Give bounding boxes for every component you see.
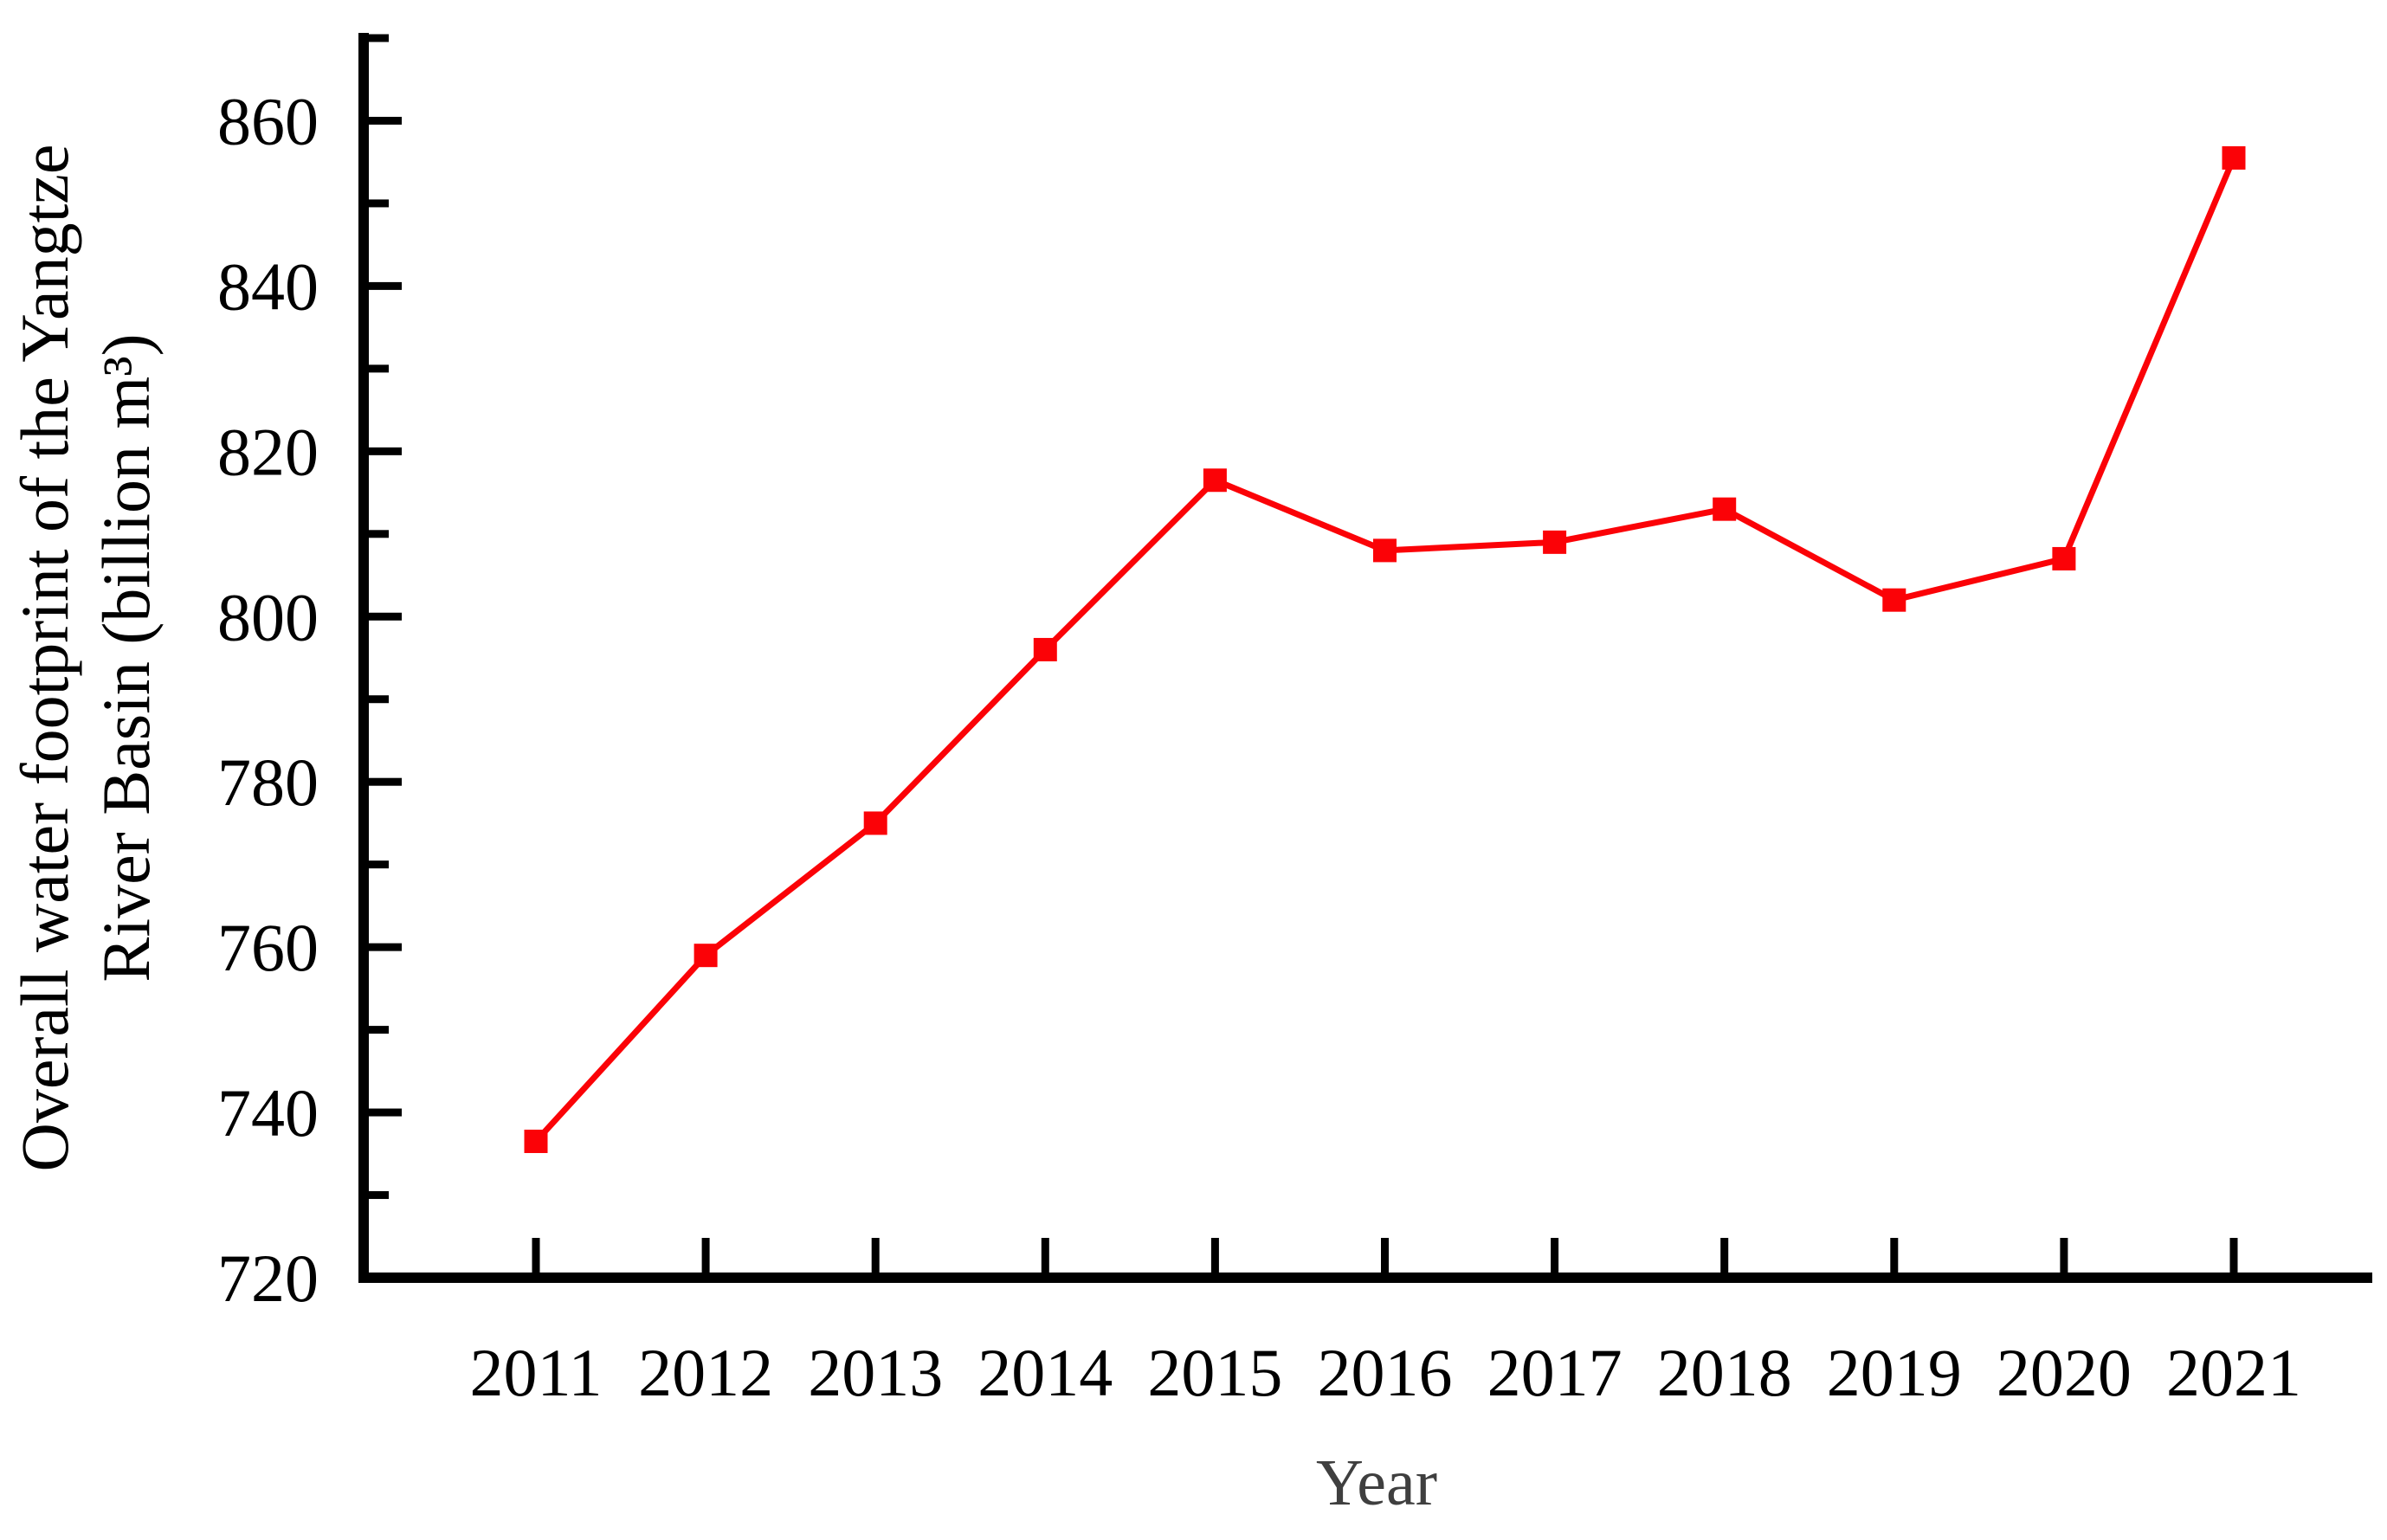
x-major-tick xyxy=(1041,1238,1049,1273)
x-tick-label: 2013 xyxy=(808,1335,943,1410)
x-tick-label: 2011 xyxy=(469,1335,602,1410)
y-major-tick xyxy=(367,1273,402,1282)
series-line xyxy=(533,157,2237,1144)
x-major-tick xyxy=(701,1238,710,1273)
y-minor-tick xyxy=(367,860,389,869)
x-major-tick xyxy=(1551,1238,1559,1273)
x-tick-label: 2015 xyxy=(1147,1335,1282,1410)
y-major-tick xyxy=(367,612,402,621)
x-tick-label: 2020 xyxy=(1997,1335,2132,1410)
data-point-marker xyxy=(1373,538,1397,563)
data-point-marker xyxy=(1543,530,1567,554)
y-minor-tick xyxy=(367,34,389,42)
tick-labels-layer: 720 740 760 780 800 820 840 860 2011 2012 2013 2014… xyxy=(217,83,2301,1410)
axes-layer xyxy=(358,33,2372,1283)
x-major-tick xyxy=(1381,1238,1389,1273)
x-major-tick xyxy=(2060,1238,2068,1273)
y-minor-tick xyxy=(367,530,389,538)
data-point-marker xyxy=(2052,546,2076,570)
x-major-tick xyxy=(1890,1238,1899,1273)
y-tick-label: 780 xyxy=(217,744,319,820)
y-tick-label: 720 xyxy=(217,1240,319,1316)
series-layer xyxy=(524,145,2246,1153)
y-major-tick xyxy=(367,281,402,290)
y-minor-tick xyxy=(367,695,389,704)
x-axis-spine xyxy=(358,1273,2372,1283)
y-major-tick xyxy=(367,447,402,455)
y-minor-tick xyxy=(367,364,389,373)
x-tick-label: 2017 xyxy=(1487,1335,1623,1410)
x-tick-label: 2021 xyxy=(2166,1335,2301,1410)
y-axis-label-line1: Overall water footprint of the Yangtze xyxy=(7,145,82,1172)
x-tick-label: 2012 xyxy=(638,1335,773,1410)
data-point-marker xyxy=(863,811,887,835)
y-major-tick xyxy=(367,777,402,786)
y-minor-tick xyxy=(367,199,389,208)
x-tick-label: 2014 xyxy=(977,1335,1113,1410)
x-tick-label: 2018 xyxy=(1657,1335,1792,1410)
y-tick-label: 860 xyxy=(217,83,319,158)
y-minor-tick xyxy=(367,1191,389,1200)
ticks-layer xyxy=(367,34,2238,1282)
y-major-tick xyxy=(367,1108,402,1117)
data-point-marker xyxy=(1203,468,1227,493)
data-point-marker xyxy=(1033,637,1057,661)
y-major-tick xyxy=(367,943,402,951)
data-point-marker xyxy=(2222,145,2246,170)
y-major-tick xyxy=(367,116,402,125)
y-tick-label: 800 xyxy=(217,579,319,654)
data-point-marker xyxy=(694,944,718,968)
x-major-tick xyxy=(2229,1238,2238,1273)
y-tick-label: 740 xyxy=(217,1075,319,1150)
y-tick-label: 760 xyxy=(217,910,319,985)
y-minor-tick xyxy=(367,1026,389,1034)
x-major-tick xyxy=(532,1238,540,1273)
y-tick-label: 840 xyxy=(217,248,319,324)
data-point-marker xyxy=(1713,497,1737,521)
data-point-marker xyxy=(1882,588,1906,612)
x-major-tick xyxy=(871,1238,880,1273)
x-tick-label: 2019 xyxy=(1827,1335,1962,1410)
x-axis-label: Year xyxy=(1316,1447,1437,1519)
x-major-tick xyxy=(1210,1238,1219,1273)
y-tick-label: 820 xyxy=(217,414,319,489)
y-axis-label-line2: River Basin (billion m³) xyxy=(88,333,164,982)
x-tick-label: 2016 xyxy=(1318,1335,1453,1410)
x-major-tick xyxy=(1720,1238,1729,1273)
data-point-marker xyxy=(524,1129,548,1153)
y-axis-spine xyxy=(358,33,369,1283)
